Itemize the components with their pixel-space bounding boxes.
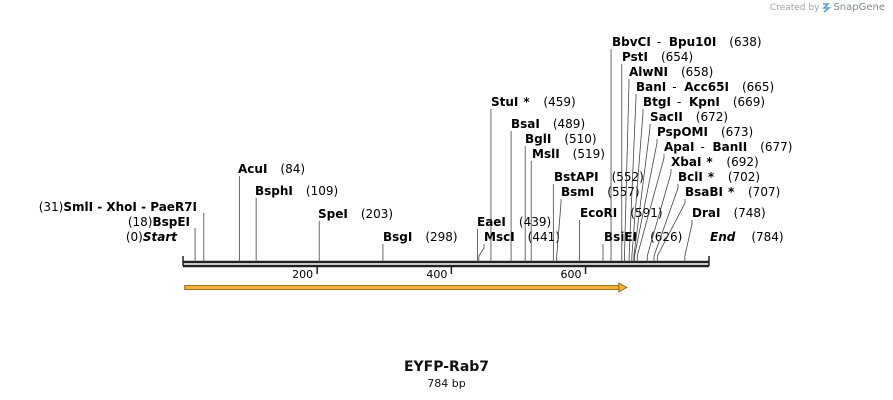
site-marker-line (646, 169, 672, 262)
site-name-label: BtgI (643, 95, 671, 109)
site-star-label: * (523, 95, 530, 109)
site-position-label: (591) (630, 206, 662, 220)
site-position-label: (669) (733, 95, 765, 109)
site-star-label: * (708, 170, 715, 184)
site-position-label: (489) (553, 117, 585, 131)
site-name-label: SpeI (318, 207, 348, 221)
site-name-separator: - (657, 35, 661, 49)
sequence-length: 784 bp (427, 377, 466, 390)
site-position-label: (672) (696, 110, 728, 124)
site-position-label: (677) (760, 140, 792, 154)
site-name-label: BsaBI (685, 185, 723, 199)
site-name-label: PstI (622, 50, 648, 64)
site-marker-line (631, 109, 644, 262)
site-name-label: AlwNI (629, 65, 668, 79)
site-marker-line (478, 244, 485, 262)
snapgene-logo-icon (822, 2, 832, 13)
site-name-label: BanII (712, 140, 747, 154)
site-name-label: BanI (636, 80, 666, 94)
site-name-label: BclI (678, 170, 703, 184)
site-position-label: (557) (607, 185, 639, 199)
site-position-label: (441) (528, 230, 560, 244)
site-marker-line (624, 79, 630, 262)
site-name-label: BglI (525, 132, 551, 146)
site-name-separator: - (672, 80, 676, 94)
site-name-label: BsmI (561, 185, 594, 199)
site-position-label: (673) (721, 125, 753, 139)
sequence-title: EYFP-Rab7 (403, 359, 490, 375)
site-name-label: BsaI (511, 117, 540, 131)
site-name-label: XbaI (671, 155, 701, 169)
site-marker-line (636, 154, 665, 262)
site-marker-line (634, 139, 658, 262)
site-name-label: DraI (692, 206, 720, 220)
site-marker-line (653, 184, 679, 262)
site-name-label: SacII (650, 110, 683, 124)
site-position-label: (203) (361, 207, 393, 221)
site-position-label: (459) (543, 95, 575, 109)
site-name-label: MscI (484, 230, 515, 244)
site-name-label: BbvCI (612, 35, 651, 49)
site-position-label: (658) (681, 65, 713, 79)
site-position-label: (654) (661, 50, 693, 64)
site-position-label: (665) (742, 80, 774, 94)
feature-bar[interactable] (184, 285, 621, 290)
feature-arrowhead[interactable] (618, 282, 628, 293)
site-position-label: (748) (733, 206, 765, 220)
site-marker-line (628, 94, 637, 262)
ruler-tick-label: 200 (292, 268, 313, 281)
site-name-label: BstAPI (554, 170, 599, 184)
site-position-label: (519) (573, 147, 605, 161)
site-position-label: (638) (729, 35, 761, 49)
site-position-label: (439) (519, 215, 551, 229)
site-name-label: Acc65I (684, 80, 729, 94)
end-label: End (710, 230, 736, 244)
site-marker-line (684, 220, 693, 262)
site-position-label: (692) (726, 155, 758, 169)
site-star-label: * (706, 155, 713, 169)
site-name-label: BspEI (152, 215, 190, 229)
site-position-label: (552) (612, 170, 644, 184)
credit-prefix: Created by (769, 2, 820, 13)
site-name-label: Bpu10I (669, 35, 716, 49)
credit-brand: SnapGene (833, 2, 885, 13)
site-marker-line (633, 124, 651, 262)
credit: Created by SnapGene (770, 2, 885, 13)
site-marker-line (556, 199, 562, 262)
site-star-label: * (728, 185, 735, 199)
site-name-label: ApaI (664, 140, 694, 154)
site-position-label: (626) (650, 230, 682, 244)
site-name-label: KpnI (689, 95, 720, 109)
site-name-label: StuI (491, 95, 518, 109)
ruler-tick-label: 400 (426, 268, 447, 281)
site-position-label: (707) (748, 185, 780, 199)
site-position-label: (84) (280, 162, 305, 176)
end-position-label: (784) (751, 230, 783, 244)
site-position-label: (702) (728, 170, 760, 184)
ruler-tick-label: 600 (561, 268, 582, 281)
site-position-label: (298) (425, 230, 457, 244)
site-name-label: BsphI (255, 184, 293, 198)
site-marker-line (656, 199, 686, 262)
site-name-label: EaeI (477, 215, 506, 229)
site-name-label: BsgI (383, 230, 412, 244)
start-position-label: (0) (126, 230, 143, 244)
site-name-label: EcoRI (580, 206, 617, 220)
site-name-label: SmlI - XhoI - PaeR7I (63, 200, 197, 214)
site-position-label: (31) (39, 200, 64, 214)
site-name-label: AcuI (238, 162, 267, 176)
site-name-label: MslI (532, 147, 560, 161)
site-position-label: (18) (128, 215, 153, 229)
site-name-label: PspOMI (657, 125, 708, 139)
site-position-label: (109) (306, 184, 338, 198)
site-name-separator: - (700, 140, 704, 154)
site-position-label: (510) (564, 132, 596, 146)
start-label: Start (143, 230, 178, 244)
site-name-label: BsiEI (604, 230, 637, 244)
site-name-separator: - (677, 95, 681, 109)
